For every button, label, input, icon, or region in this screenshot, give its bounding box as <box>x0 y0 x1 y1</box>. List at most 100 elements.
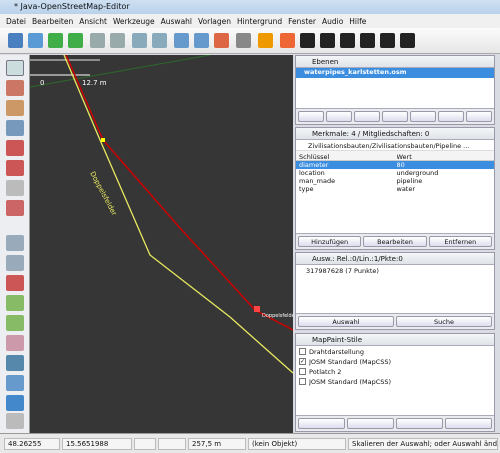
menu-item[interactable]: Vorlagen <box>198 17 232 26</box>
button[interactable]: Auswahl <box>298 316 394 327</box>
panel-header: Ausw.: Rel.:0/Lin.:1/Pkte:0 <box>296 253 494 265</box>
icon-button[interactable] <box>438 111 464 122</box>
menu-item[interactable]: Auswahl <box>160 17 192 26</box>
icon-button[interactable] <box>382 111 408 122</box>
icon-button[interactable] <box>466 111 492 122</box>
panel-header: Merkmale: 4 / Mitgliedschaften: 0 <box>296 128 494 140</box>
style-item[interactable]: Drahtdarstellung <box>296 346 494 356</box>
style-item[interactable]: JOSM Standard (MapCSS) <box>296 376 494 386</box>
style-item[interactable]: ✓ JOSM Standard (MapCSS) <box>296 356 494 366</box>
button[interactable]: Hinzufügen <box>298 236 362 247</box>
tool-button[interactable] <box>380 33 395 48</box>
menu-item[interactable]: Ansicht <box>79 17 107 26</box>
table-row[interactable]: man_made pipeline <box>296 177 494 185</box>
node[interactable] <box>254 306 260 312</box>
table-header: Schlüssel Wert <box>296 151 494 161</box>
selection-item[interactable]: 317987628 (7 Punkte) <box>296 265 494 275</box>
icon-button[interactable] <box>298 418 345 429</box>
menu-item[interactable]: Hilfe <box>349 17 367 26</box>
tool-button[interactable] <box>258 33 273 48</box>
tool-button[interactable] <box>6 413 24 429</box>
selected-way[interactable] <box>65 55 293 331</box>
tool-button[interactable] <box>6 235 24 251</box>
tool-button[interactable] <box>8 33 23 48</box>
tool-button[interactable] <box>6 315 24 331</box>
tool-button[interactable] <box>6 200 24 216</box>
button-row: Auswahl Suche <box>296 313 494 329</box>
pipeline-way[interactable] <box>63 55 293 374</box>
tool-button[interactable] <box>6 60 24 76</box>
menu-item[interactable]: Audio <box>321 17 344 26</box>
tool-button[interactable] <box>6 140 24 156</box>
layer-item[interactable]: waterpipes_karlstetten.osm <box>296 68 494 78</box>
tool-button[interactable] <box>48 33 63 48</box>
tool-button[interactable] <box>68 33 83 48</box>
tool-button[interactable] <box>6 120 24 136</box>
map-view[interactable]: 0 12.7 m Doppelsfelder Doppelsfelder <box>30 55 293 433</box>
distance: 257,5 m <box>188 438 246 450</box>
tool-button[interactable] <box>194 33 209 48</box>
tool-button[interactable] <box>6 375 24 391</box>
tool-button[interactable] <box>6 180 24 196</box>
button[interactable]: Suche <box>396 316 492 327</box>
tool-button[interactable] <box>6 295 24 311</box>
tool-button[interactable] <box>174 33 189 48</box>
checkbox[interactable] <box>299 348 306 355</box>
menu-item[interactable]: Datei <box>6 17 27 26</box>
tool-button[interactable] <box>6 395 24 411</box>
value: pipeline <box>396 177 423 185</box>
tool-button[interactable] <box>6 80 24 96</box>
menu-item[interactable]: Bearbeiten <box>32 17 74 26</box>
node[interactable] <box>101 138 105 142</box>
window-title: * Java-OpenStreetMap-Editor <box>14 2 130 11</box>
tool-button[interactable] <box>152 33 167 48</box>
tool-button[interactable] <box>132 33 147 48</box>
tool-button[interactable] <box>236 33 251 48</box>
icon-button[interactable] <box>347 418 394 429</box>
tool-button[interactable] <box>6 100 24 116</box>
table-row[interactable]: location underground <box>296 169 494 177</box>
button[interactable]: Entfernen <box>428 236 492 247</box>
menu-item[interactable]: Werkzeuge <box>112 17 155 26</box>
tool-button[interactable] <box>320 33 335 48</box>
tool-button[interactable] <box>6 335 24 351</box>
tool-column <box>0 55 30 433</box>
tool-button[interactable] <box>360 33 375 48</box>
tool-button[interactable] <box>6 275 24 291</box>
title-bar: * Java-OpenStreetMap-Editor <box>0 0 500 14</box>
icon-button[interactable] <box>410 111 436 122</box>
tool-button[interactable] <box>28 33 43 48</box>
table-row[interactable]: diameter 80 <box>296 161 494 169</box>
icon-button[interactable] <box>326 111 352 122</box>
menu-item[interactable]: Fenster <box>288 17 316 26</box>
checkbox[interactable] <box>299 378 306 385</box>
map-canvas: 0 12.7 m Doppelsfelder Doppelsfelder <box>30 55 293 374</box>
tool-button[interactable] <box>214 33 229 48</box>
tool-button[interactable] <box>6 355 24 371</box>
style-item[interactable]: Potlatch 2 <box>296 366 494 376</box>
checkbox[interactable] <box>299 368 306 375</box>
tool-button[interactable] <box>280 33 295 48</box>
icon-button[interactable] <box>298 111 324 122</box>
icon-button[interactable] <box>445 418 492 429</box>
panel-header: Ebenen <box>296 56 494 68</box>
tool-button[interactable] <box>90 33 105 48</box>
preset-path: Zivilisationsbauten/Zivilisationsbauten/… <box>308 142 470 150</box>
tool-button[interactable] <box>300 33 315 48</box>
button-row: Hinzufügen Bearbeiten Entfernen <box>296 233 494 249</box>
menu-item[interactable]: Hintergrund <box>237 17 283 26</box>
checkbox[interactable]: ✓ <box>299 358 306 365</box>
button[interactable]: Bearbeiten <box>363 236 427 247</box>
tool-button[interactable] <box>6 255 24 271</box>
tool-button[interactable] <box>340 33 355 48</box>
tool-button[interactable] <box>400 33 415 48</box>
icon-button[interactable] <box>396 418 443 429</box>
tool-button[interactable] <box>6 160 24 176</box>
icon-button[interactable] <box>354 111 380 122</box>
panel-title: Merkmale: 4 / Mitgliedschaften: 0 <box>312 130 430 138</box>
button-row <box>296 415 494 431</box>
panel-title: MapPaint-Stile <box>312 336 363 344</box>
table-row[interactable]: type water <box>296 185 494 193</box>
tool-button[interactable] <box>110 33 125 48</box>
